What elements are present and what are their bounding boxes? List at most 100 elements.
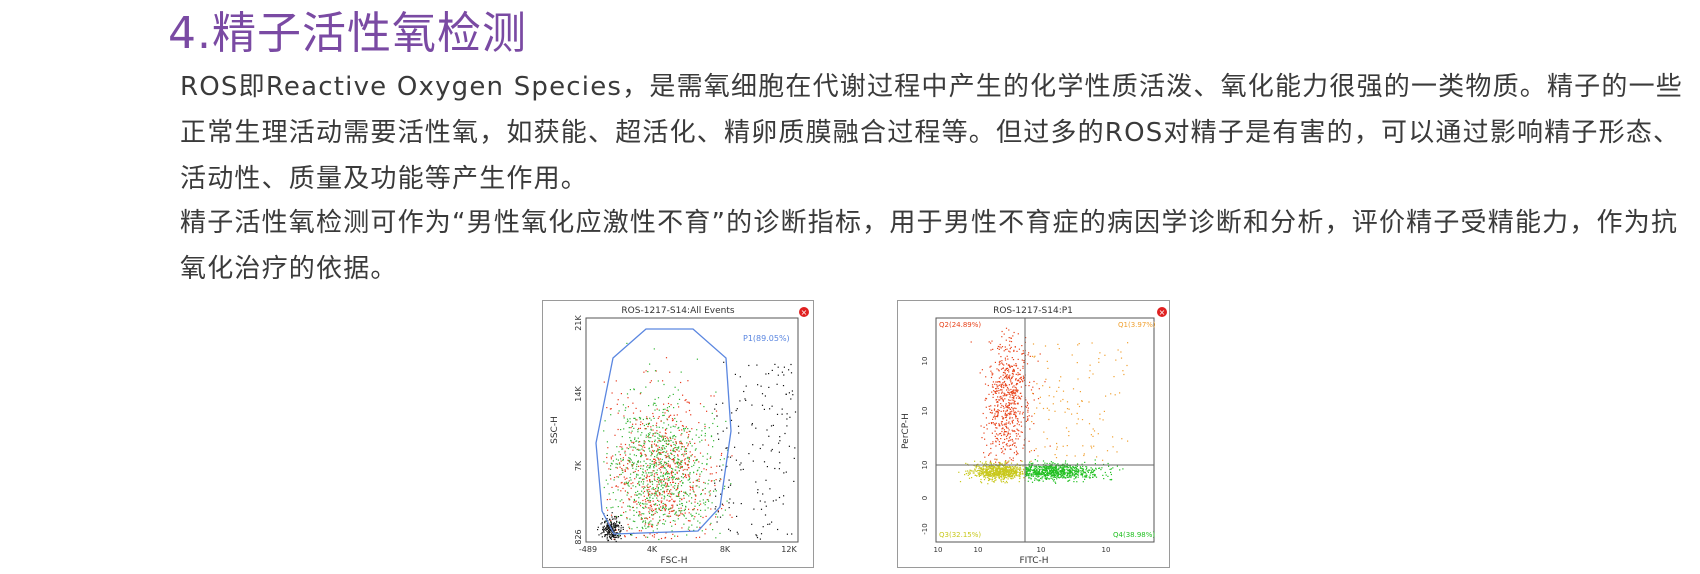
scatter-point (636, 440, 638, 442)
scatter-point (994, 468, 996, 470)
scatter-point (1041, 471, 1043, 473)
scatter-point (680, 371, 682, 373)
scatter-point (610, 465, 612, 467)
scatter-point (616, 403, 618, 405)
scatter-point (1017, 389, 1019, 391)
scatter-point (1092, 435, 1094, 437)
scatter-point (1102, 419, 1104, 421)
scatter-point (748, 453, 750, 455)
scatter-point (1051, 463, 1053, 465)
scatter-point (672, 476, 674, 478)
scatter-point (715, 513, 717, 515)
scatter-point (994, 361, 996, 363)
scatter-point (990, 422, 993, 424)
scatter-point (990, 452, 992, 454)
scatter-point (1055, 466, 1057, 468)
scatter-point (642, 446, 644, 448)
scatter-point (1007, 405, 1009, 407)
scatter-point (642, 499, 644, 502)
scatter-point (669, 521, 671, 523)
scatter-point (1056, 471, 1058, 473)
scatter-point (656, 456, 658, 458)
scatter-point (998, 390, 1000, 392)
scatter-point (637, 431, 639, 433)
scatter-point (1019, 477, 1021, 480)
gate-polygon-p1[interactable] (595, 328, 732, 535)
scatter-point (1001, 397, 1003, 399)
scatter-point (656, 472, 658, 474)
scatter-point (659, 431, 661, 433)
scatter-point (1008, 471, 1010, 473)
scatter-point (1011, 402, 1013, 404)
scatter-point (1057, 474, 1059, 476)
scatter-point (988, 479, 990, 481)
scatter-point (772, 424, 774, 426)
scatter-point (607, 528, 609, 530)
scatter-point (993, 409, 996, 411)
scatter-point (1005, 474, 1007, 476)
scatter-point (656, 469, 658, 471)
scatter-point (1058, 476, 1060, 478)
scatter-point (1057, 463, 1059, 465)
scatter-point (696, 470, 698, 472)
scatter-point (1092, 471, 1094, 474)
scatter-point (1003, 469, 1005, 471)
scatter-point (1011, 399, 1013, 401)
scatter-point (698, 504, 700, 506)
close-icon[interactable] (1157, 307, 1167, 317)
scatter-point (985, 469, 987, 471)
scatter-point (1039, 396, 1041, 398)
scatter-point (646, 416, 648, 418)
scatter-point (708, 427, 710, 429)
scatter-point (984, 456, 986, 458)
scatter-point (989, 467, 991, 469)
scatter-point (1003, 476, 1005, 478)
scatter-point (1009, 418, 1011, 420)
scatter-point (995, 463, 997, 466)
scatter-point (994, 469, 996, 471)
scatter-point (1090, 434, 1092, 436)
scatter-point (660, 480, 662, 482)
scatter-point (610, 408, 612, 410)
scatter-point (1127, 440, 1129, 442)
scatter-point (680, 490, 682, 492)
scatter-point (756, 537, 759, 539)
scatter-point (1063, 469, 1065, 471)
scatter-point (662, 480, 665, 482)
scatter-point (665, 482, 667, 484)
scatter-point (698, 467, 700, 469)
scatter-point (1074, 470, 1076, 472)
scatter-point (677, 467, 679, 469)
scatter-point (685, 426, 687, 428)
scatter-point (692, 515, 694, 517)
scatter-point (1010, 470, 1012, 472)
scatter-point (1060, 465, 1062, 467)
scatter-point (990, 470, 992, 472)
scatter-point (1023, 417, 1025, 419)
scatter-point (668, 478, 670, 480)
scatter-point (623, 428, 625, 430)
scatter-point (655, 432, 657, 434)
scatter-point (1013, 468, 1015, 470)
scatter-point (1068, 472, 1070, 474)
close-icon[interactable] (799, 307, 809, 317)
scatter-point (650, 494, 652, 496)
scatter-point (979, 461, 981, 463)
scatter-point (1008, 329, 1010, 331)
scatter-point (982, 473, 984, 475)
scatter-point (716, 415, 718, 417)
scatter-point (652, 470, 654, 472)
scatter-point (760, 508, 763, 510)
scatter-point (638, 511, 640, 513)
scatter-point (674, 482, 677, 484)
scatter-point (1099, 418, 1101, 420)
scatter-point (1034, 479, 1036, 481)
scatter-point (685, 450, 687, 452)
scatter-point (1042, 469, 1044, 471)
scatter-point (757, 489, 759, 491)
scatter-point (742, 468, 744, 470)
scatter-point (649, 481, 651, 483)
scatter-point (672, 475, 674, 477)
scatter-point (657, 495, 659, 497)
scatter-point (1010, 346, 1012, 348)
